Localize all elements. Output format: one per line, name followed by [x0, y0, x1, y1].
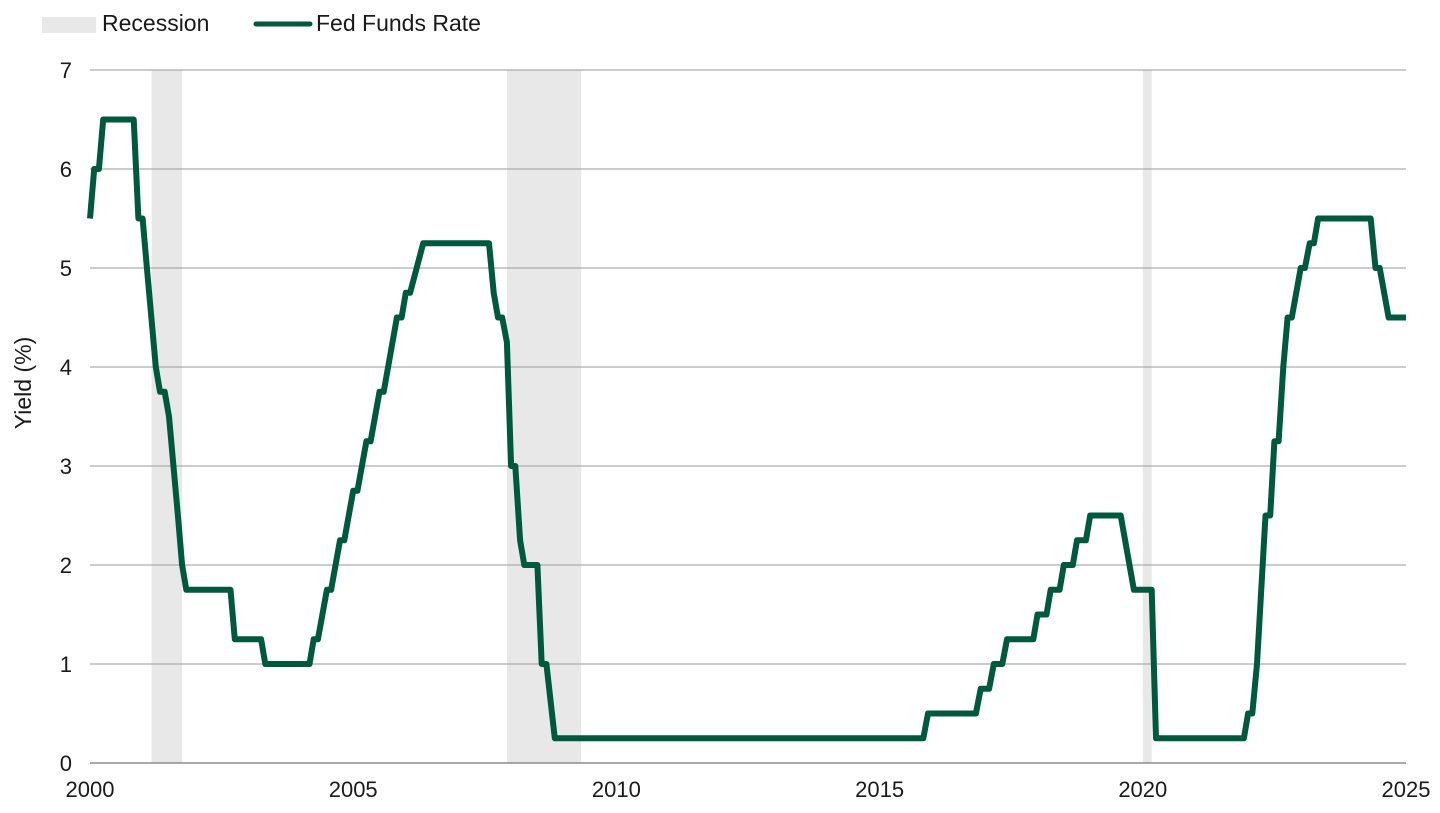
x-tick-label-2000: 2000: [66, 777, 115, 802]
x-tick-label-2025: 2025: [1382, 777, 1431, 802]
y-tick-label-7: 7: [60, 58, 72, 83]
y-tick-label-0: 0: [60, 751, 72, 776]
y-tick-label-4: 4: [60, 355, 72, 380]
legend-label-fed-funds-rate: Fed Funds Rate: [316, 10, 481, 36]
y-tick-label-2: 2: [60, 553, 72, 578]
x-tick-labels: 2000 2005 2010 2015 2020 2025: [66, 777, 1431, 802]
legend-swatch-recession: [42, 17, 96, 33]
x-tick-label-2020: 2020: [1118, 777, 1167, 802]
legend-label-recession: Recession: [102, 10, 209, 36]
y-tick-label-3: 3: [60, 454, 72, 479]
recession-band-3: [1142, 70, 1152, 763]
series-lines: [87, 116, 1406, 742]
x-tick-label-2005: 2005: [329, 777, 378, 802]
y-tick-label-6: 6: [60, 157, 72, 182]
y-axis-title: Yield (%): [10, 337, 36, 429]
legend: Recession Fed Funds Rate: [42, 10, 481, 36]
y-tick-label-1: 1: [60, 652, 72, 677]
horizontal-gridlines: [90, 69, 1406, 764]
series-line-1: [87, 116, 1406, 742]
recession-bands: [151, 70, 1152, 763]
recession-band-2: [506, 70, 582, 763]
y-tick-label-5: 5: [60, 256, 72, 281]
y-tick-labels: 0 1 2 3 4 5 6 7: [60, 58, 72, 776]
x-tick-label-2015: 2015: [855, 777, 904, 802]
x-tick-label-2010: 2010: [592, 777, 641, 802]
